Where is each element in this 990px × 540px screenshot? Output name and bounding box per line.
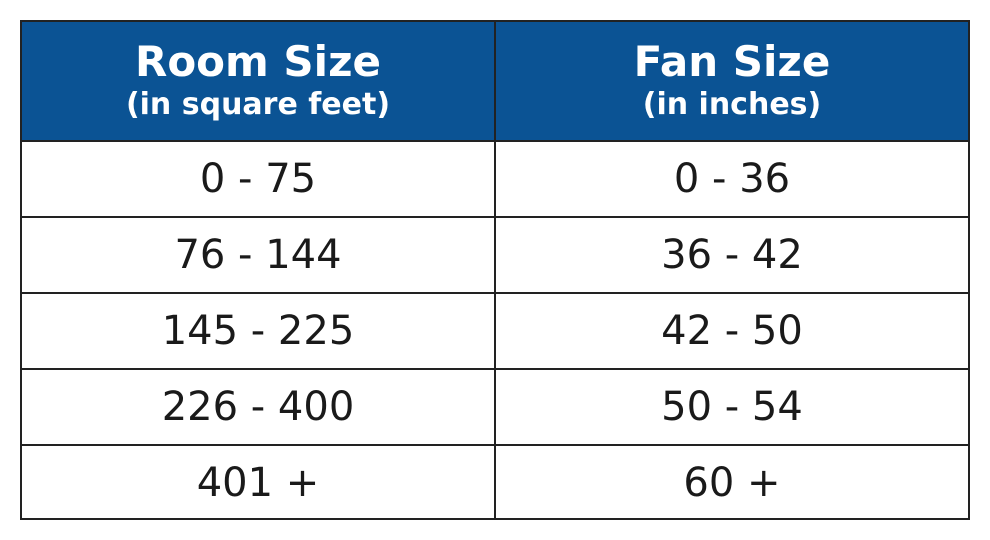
header-subtitle: (in square feet)	[125, 87, 391, 122]
header-title: Room Size	[134, 37, 381, 86]
table-cell: 42 - 50	[496, 292, 968, 368]
header-title: Fan Size	[633, 37, 831, 86]
table-cell: 145 - 225	[22, 292, 496, 368]
table-cell: 0 - 36	[496, 140, 968, 216]
table-cell: 401 +	[22, 444, 496, 520]
table-cell: 50 - 54	[496, 368, 968, 444]
header-cell: Fan Size (in inches)	[496, 22, 968, 140]
table-cell: 0 - 75	[22, 140, 496, 216]
size-table: Room Size (in square feet) Fan Size (in inc…	[20, 20, 970, 520]
table-cell: 36 - 42	[496, 216, 968, 292]
header-cell: Room Size (in square feet)	[22, 22, 496, 140]
table-cell: 226 - 400	[22, 368, 496, 444]
table-cell: 60 +	[496, 444, 968, 520]
table-cell: 76 - 144	[22, 216, 496, 292]
header-subtitle: (in inches)	[642, 87, 822, 122]
